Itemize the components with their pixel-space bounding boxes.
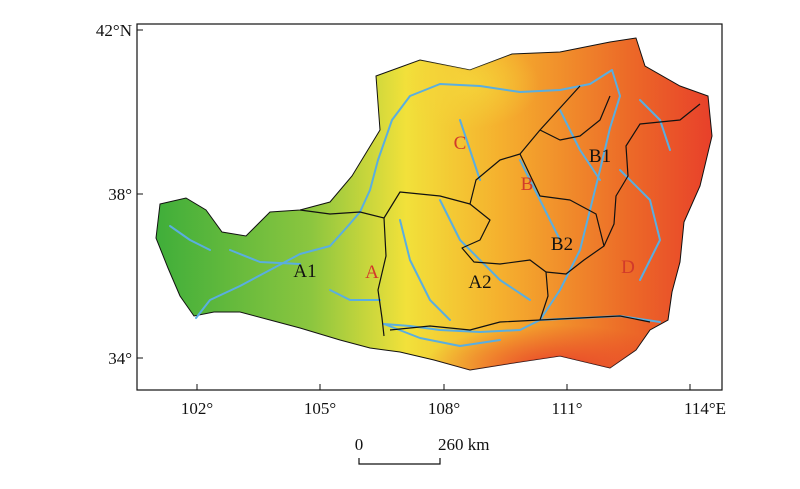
lon-label-114: 114°E xyxy=(684,399,726,418)
scale-bar-line xyxy=(358,458,441,465)
scale-bar: 0 260 km xyxy=(355,435,489,465)
scale-bar-start: 0 xyxy=(355,435,364,454)
lon-label-102: 102° xyxy=(181,399,213,418)
plateau-elevation-fill xyxy=(155,37,713,371)
region-label-a: A xyxy=(365,262,379,283)
region-label-a1: A1 xyxy=(293,261,316,282)
river-network xyxy=(169,69,671,347)
lat-label-42: 42°N xyxy=(96,21,132,40)
northern-desert-tint xyxy=(376,52,580,180)
scale-bar-end: 260 km xyxy=(438,435,489,454)
region-labels: A1 A A2 B B1 B2 C D xyxy=(293,133,634,293)
southern-high-elevation xyxy=(380,280,672,370)
region-label-b2: B2 xyxy=(551,234,573,255)
lon-label-108: 108° xyxy=(428,399,460,418)
region-label-a2: A2 xyxy=(468,272,491,293)
lon-labels: 102° 105° 108° 111° 114°E xyxy=(181,399,726,418)
lon-label-111: 111° xyxy=(551,399,582,418)
region-boundaries xyxy=(299,85,701,337)
region-label-b1: B1 xyxy=(589,146,611,167)
lat-labels: 42°N 38° 34° xyxy=(96,21,132,368)
lon-label-105: 105° xyxy=(304,399,336,418)
axis-ticks xyxy=(137,29,691,390)
region-label-d: D xyxy=(621,257,635,278)
region-label-c: C xyxy=(454,133,467,154)
lat-label-38: 38° xyxy=(108,185,132,204)
map-frame xyxy=(136,23,723,391)
region-label-b: B xyxy=(521,174,534,195)
lat-label-34: 34° xyxy=(108,349,132,368)
